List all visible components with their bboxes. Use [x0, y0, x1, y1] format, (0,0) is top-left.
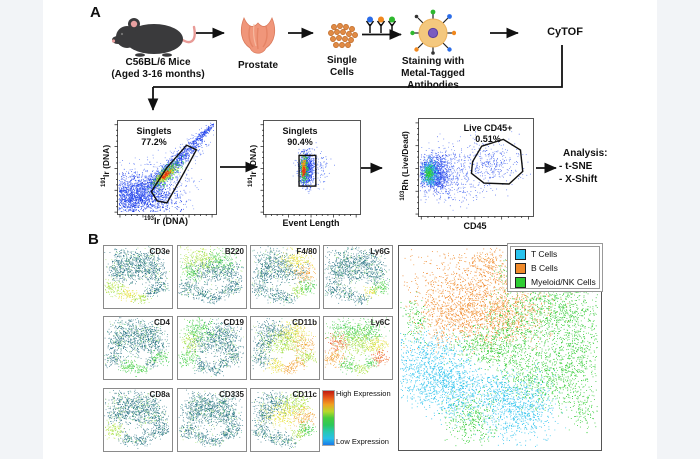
flow-plot-2-gate-label: Singlets 90.4% [282, 126, 318, 147]
marker-label-ly6g: Ly6G [370, 247, 390, 256]
prostate-caption: Prostate [237, 60, 278, 71]
cytof-label: CyTOF [547, 26, 583, 38]
mice-caption: C56BL/6 Mice (Aged 3-16 months) [95, 57, 221, 81]
tsne-marker-plot-cd19: CD19 [177, 316, 247, 380]
prostate-icon [240, 16, 276, 54]
marker-label-f480: F4/80 [296, 247, 317, 256]
tsne-marker-plot-cd11b: CD11b [250, 316, 320, 380]
marker-label-cd3e: CD3e [149, 247, 170, 256]
flow-plot-1-xlabel: 193Ir (DNA) [143, 216, 188, 226]
flow-plot-2-xlabel: Event Length [282, 218, 340, 228]
tsne-marker-plot-f480: F4/80 [250, 245, 320, 309]
marker-label-cd8a: CD8a [149, 390, 170, 399]
myeloid-swatch [515, 277, 526, 288]
tcells-label: T Cells [531, 249, 558, 259]
flow-plot-1-ylabel: 191Ir (DNA) [100, 144, 111, 187]
analysis-item-xshift: - X-Shift [559, 174, 598, 185]
analysis-item-tsne: - t-SNE [559, 161, 593, 172]
bcells-label: B Cells [531, 263, 558, 273]
marker-label-b220: B220 [224, 247, 244, 256]
single-cells-caption: Single Cells [326, 55, 357, 78]
panel-a-label: A [90, 4, 101, 21]
flow-plot-3-gate-label: Live CD45+ 0.51% [463, 123, 513, 144]
flow-plot-1-gate-label: Singlets 77.2% [136, 126, 172, 147]
flow-plot-2-ylabel: 191Ir (DNA) [247, 144, 258, 187]
marker-label-cd4: CD4 [153, 318, 170, 327]
tsne-legend: T Cells B Cells Myeloid/NK Cells [507, 243, 603, 292]
analysis-title: Analysis: [563, 148, 608, 159]
tsne-marker-plot-cd4: CD4 [103, 316, 173, 380]
tsne-main-plot [398, 245, 602, 451]
flow-plot-singlets-eventlength: Singlets 90.4% [260, 120, 361, 218]
marker-label-cd19: CD19 [223, 318, 244, 327]
flow-plot-singlets-dna: Singlets 77.2% [114, 120, 217, 218]
expression-colorbar [322, 390, 335, 446]
flow-plot-3-ylabel: 103Rh (Live/Dead) [399, 131, 410, 201]
analysis-block: Analysis: - t-SNE - X-Shift [559, 147, 607, 186]
mice-caption-line2: (Aged 3-16 months) [111, 69, 205, 80]
stained-cell-icon [410, 9, 456, 55]
marker-label-cd11b: CD11b [292, 318, 317, 327]
single-cells-icon [328, 23, 358, 48]
tsne-marker-plot-ly6g: Ly6G [323, 245, 393, 309]
bcells-swatch [515, 263, 526, 274]
tsne-marker-plot-cd3e: CD3e [103, 245, 173, 309]
myeloid-label: Myeloid/NK Cells [531, 277, 596, 287]
mouse-icon [111, 18, 196, 57]
colorbar-high-label: High Expression [336, 389, 391, 398]
mice-caption-line1: C56BL/6 Mice [125, 57, 191, 68]
antibody-icons [365, 16, 397, 33]
flow-plot-live-cd45: Live CD45+ 0.51% [415, 118, 534, 220]
marker-label-cd11c: CD11c [292, 390, 317, 399]
tsne-marker-plot-cd335: CD335 [177, 388, 247, 452]
colorbar-low-label: Low Expression [336, 437, 389, 446]
marker-label-ly6c: Ly6C [370, 318, 390, 327]
tsne-marker-plot-cd11c: CD11c [250, 388, 320, 452]
flow-plot-3-xlabel: CD45 [463, 221, 487, 231]
tsne-marker-plot-ly6c: Ly6C [323, 316, 393, 380]
tsne-marker-plot-b220: B220 [177, 245, 247, 309]
tcells-swatch [515, 249, 526, 260]
panel-b-label: B [88, 231, 99, 248]
marker-label-cd335: CD335 [219, 390, 244, 399]
tsne-marker-plot-cd8a: CD8a [103, 388, 173, 452]
staining-caption: Staining with Metal-Tagged Antibodies [401, 56, 465, 91]
